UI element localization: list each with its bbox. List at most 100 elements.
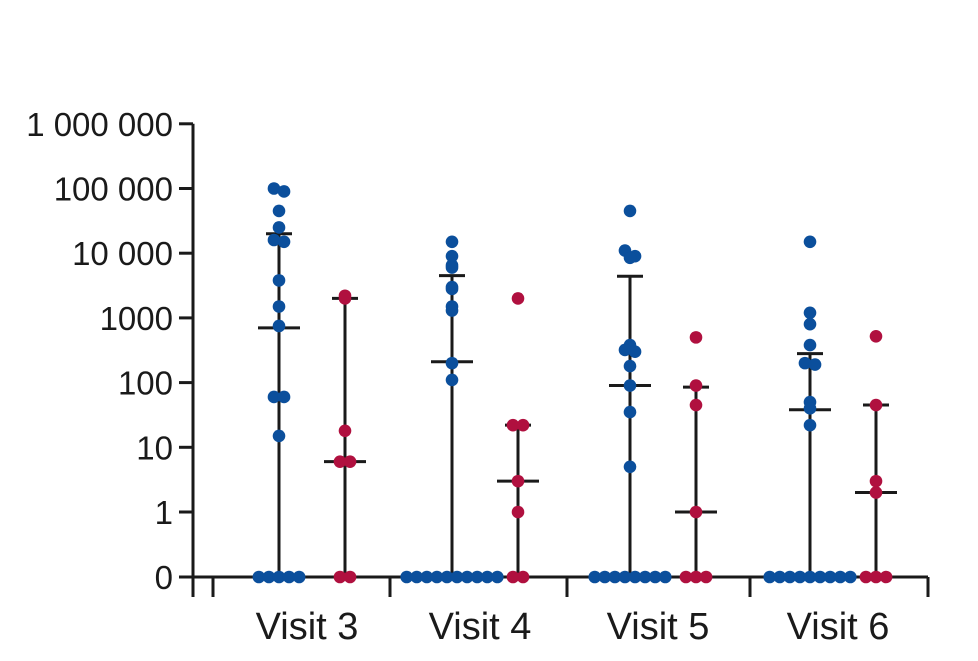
data-point	[844, 570, 857, 584]
data-point	[618, 570, 632, 584]
data-point	[803, 235, 817, 249]
data-point	[798, 356, 812, 370]
data-point	[445, 261, 459, 274]
data-point	[679, 570, 693, 584]
data-point	[338, 424, 352, 438]
data-point	[277, 235, 291, 249]
data-point	[282, 570, 296, 584]
data-point	[272, 274, 286, 287]
data-point	[623, 405, 637, 419]
data-point	[648, 570, 662, 584]
data-point	[803, 317, 817, 331]
data-point	[343, 455, 357, 468]
data-point	[338, 292, 352, 305]
data-point	[803, 306, 817, 320]
data-point	[773, 570, 787, 584]
data-point	[506, 418, 520, 432]
data-point	[267, 182, 281, 195]
data-point	[869, 570, 883, 584]
data-point	[793, 570, 807, 584]
data-point	[470, 570, 484, 584]
data-point	[480, 570, 494, 584]
data-point	[445, 282, 459, 296]
x-category-label: Visit 5	[607, 606, 710, 648]
y-tick-label: 10	[136, 429, 173, 466]
data-point	[420, 570, 434, 584]
data-point	[823, 570, 837, 584]
data-point	[511, 505, 525, 519]
data-point	[440, 570, 454, 584]
data-point	[272, 319, 286, 333]
data-point	[272, 300, 286, 313]
data-point	[588, 570, 602, 584]
data-point	[763, 570, 776, 584]
data-point	[516, 418, 530, 432]
data-point	[400, 570, 413, 584]
axes: 0 1 10 100 1000 10 000 100 000 1 000 000 Visit 3…	[26, 106, 930, 648]
data-point	[808, 358, 822, 371]
data-point	[262, 570, 276, 584]
y-tick-label: 100 000	[54, 171, 173, 208]
y-tick-label: 1	[155, 494, 173, 531]
data-point	[333, 570, 347, 584]
y-tick-label: 10 000	[72, 235, 173, 272]
data-point	[623, 379, 637, 392]
data-point	[689, 505, 703, 519]
data-point	[879, 570, 893, 584]
data-point	[628, 345, 642, 359]
data-point	[623, 251, 637, 265]
data-point	[460, 570, 474, 584]
data-point	[511, 474, 525, 488]
data-point	[445, 304, 459, 317]
data-point	[689, 398, 703, 412]
data-point	[267, 233, 281, 247]
data-point	[445, 373, 459, 387]
data-point	[689, 331, 703, 344]
data-point	[506, 570, 520, 584]
data-points	[252, 182, 893, 584]
data-point	[272, 204, 286, 218]
data-point	[638, 570, 652, 584]
data-point	[803, 570, 817, 584]
data-point	[410, 570, 424, 584]
data-point	[869, 329, 883, 343]
data-point	[333, 455, 347, 468]
y-tick-label: 0	[155, 559, 173, 596]
data-point	[277, 185, 291, 198]
x-category-label: Visit 4	[429, 606, 532, 648]
x-category-label: Visit 6	[787, 606, 890, 648]
data-point	[803, 402, 817, 415]
data-point	[869, 486, 883, 499]
data-point	[859, 570, 873, 584]
data-point	[869, 398, 883, 412]
data-point	[272, 221, 286, 234]
y-tick-label: 1 000 000	[26, 106, 173, 143]
data-point	[430, 570, 444, 584]
y-tick-label: 1000	[100, 300, 173, 337]
data-point	[445, 235, 459, 249]
data-point	[618, 343, 632, 357]
median-range-bars	[258, 232, 897, 577]
data-point	[813, 570, 827, 584]
data-point	[689, 570, 703, 584]
data-point	[445, 356, 459, 370]
data-point	[623, 460, 637, 474]
data-point	[658, 570, 672, 584]
data-point	[272, 429, 286, 443]
data-point	[272, 570, 286, 584]
data-point	[516, 570, 530, 584]
data-point	[277, 390, 291, 404]
data-point	[803, 418, 817, 432]
data-point	[598, 570, 612, 584]
data-point	[252, 570, 266, 584]
data-point	[511, 292, 525, 305]
data-point	[699, 570, 713, 584]
y-tick-label: 100	[118, 365, 173, 402]
data-point	[343, 570, 357, 584]
data-point	[445, 249, 459, 263]
data-point	[803, 338, 817, 352]
x-category-label: Visit 3	[256, 606, 359, 648]
data-point	[623, 204, 637, 218]
data-point	[623, 359, 637, 373]
